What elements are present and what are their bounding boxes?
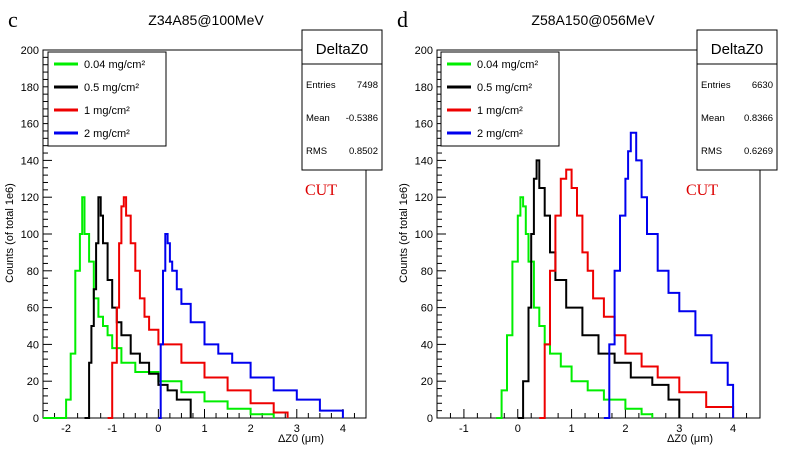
- legend-entry: 2 mg/cm²: [477, 128, 523, 140]
- panel-letter: c: [8, 7, 18, 32]
- legend-entry: 1 mg/cm²: [477, 105, 523, 117]
- y-tick-label: 20: [27, 376, 39, 388]
- x-tick-label: 0: [155, 423, 161, 435]
- series-line-2: [517, 159, 681, 419]
- series-line-3: [539, 168, 735, 419]
- y-tick-label: 160: [415, 119, 433, 131]
- y-tick-label: 40: [421, 339, 433, 351]
- stats-title: DeltaZ0: [711, 41, 764, 58]
- legend-box: [440, 51, 560, 147]
- x-tick-label: 1: [569, 423, 575, 435]
- stats-label: RMS: [306, 146, 327, 157]
- legend-entry: 0.5 mg/cm²: [84, 82, 139, 94]
- x-axis-label: ΔZ0 (μm): [667, 433, 713, 445]
- y-tick-label: 120: [21, 192, 39, 204]
- y-tick-label: 160: [21, 119, 39, 131]
- stats-value: 0.6269: [744, 146, 773, 157]
- stats-label: Entries: [306, 80, 336, 91]
- series-line-2: [84, 196, 192, 419]
- stats-value: 0.8502: [349, 146, 378, 157]
- stats-label: Mean: [306, 113, 330, 124]
- stats-box: [301, 29, 383, 171]
- x-tick-label: 0: [515, 423, 521, 435]
- stats-value: -0.5386: [346, 113, 378, 124]
- x-tick-label: 2: [622, 423, 628, 435]
- panel-d: d Z58A150@056MeV0204060801001201401601802…: [397, 7, 778, 445]
- x-tick-label: 4: [730, 423, 736, 435]
- stats-box: [696, 29, 778, 171]
- legend-entry: 1 mg/cm²: [84, 105, 130, 117]
- legend-box: [47, 51, 167, 147]
- series-line-1: [496, 196, 654, 419]
- stats-title: DeltaZ0: [316, 41, 369, 58]
- y-tick-label: 120: [415, 192, 433, 204]
- cut-annotation: CUT: [686, 182, 718, 199]
- y-tick-label: 200: [415, 45, 433, 57]
- y-tick-label: 180: [415, 82, 433, 94]
- stats-value: 6630: [752, 80, 773, 91]
- y-tick-label: 140: [21, 155, 39, 167]
- panel-c: c Z34A85@100MeV02040608010012014016018020…: [4, 7, 383, 445]
- x-axis-label: ΔZ0 (μm): [278, 433, 324, 445]
- series-line-1: [43, 196, 275, 419]
- y-tick-label: 60: [421, 303, 433, 315]
- series-line-4: [158, 233, 344, 419]
- y-tick-label: 80: [421, 266, 433, 278]
- x-tick-label: -2: [61, 423, 71, 435]
- x-tick-label: 1: [201, 423, 207, 435]
- y-tick-label: 0: [427, 413, 433, 425]
- y-axis-label: Counts (of total 1e6): [4, 183, 16, 283]
- stats-label: Entries: [701, 80, 731, 91]
- y-tick-label: 80: [27, 266, 39, 278]
- series-line-4: [603, 131, 735, 419]
- cut-annotation: CUT: [305, 182, 337, 199]
- legend-entry: 0.5 mg/cm²: [477, 82, 532, 94]
- series-line-3: [107, 196, 289, 419]
- chart-title: Z58A150@056MeV: [531, 12, 655, 28]
- y-tick-label: 0: [33, 413, 39, 425]
- x-tick-label: -1: [459, 423, 469, 435]
- stats-value: 0.8366: [744, 113, 773, 124]
- x-tick-label: 3: [294, 423, 300, 435]
- stats-label: Mean: [701, 113, 725, 124]
- stats-label: RMS: [701, 146, 722, 157]
- y-tick-label: 180: [21, 82, 39, 94]
- legend-entry: 2 mg/cm²: [84, 128, 130, 140]
- x-tick-label: 4: [340, 423, 346, 435]
- y-tick-label: 140: [415, 155, 433, 167]
- x-tick-label: 2: [248, 423, 254, 435]
- chart-title: Z34A85@100MeV: [148, 12, 264, 28]
- stats-value: 7498: [357, 80, 378, 91]
- y-axis-label: Counts (of total 1e6): [398, 183, 410, 283]
- y-tick-label: 100: [21, 229, 39, 241]
- y-tick-label: 60: [27, 303, 39, 315]
- y-tick-label: 100: [415, 229, 433, 241]
- x-tick-label: -1: [107, 423, 117, 435]
- y-tick-label: 200: [21, 45, 39, 57]
- x-tick-label: 3: [676, 423, 682, 435]
- y-tick-label: 40: [27, 339, 39, 351]
- legend-entry: 0.04 mg/cm²: [477, 59, 538, 71]
- panel-letter: d: [397, 7, 408, 32]
- y-tick-label: 20: [421, 376, 433, 388]
- legend-entry: 0.04 mg/cm²: [84, 59, 145, 71]
